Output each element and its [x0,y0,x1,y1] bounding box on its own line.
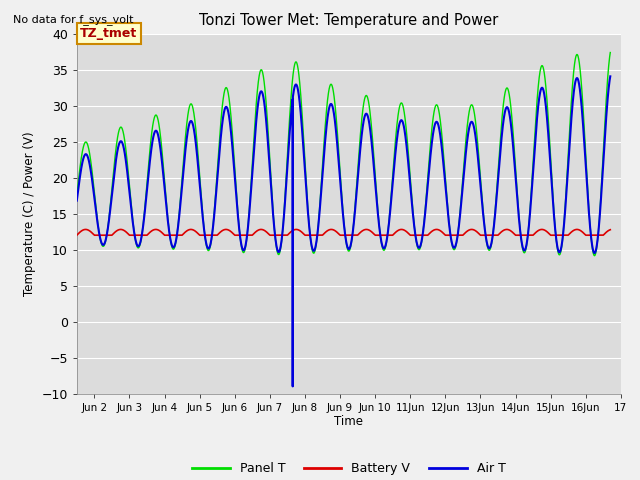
Text: TZ_tmet: TZ_tmet [80,27,138,40]
X-axis label: Time: Time [334,415,364,429]
Text: No data for f_sys_volt: No data for f_sys_volt [13,14,133,25]
Title: Tonzi Tower Met: Temperature and Power: Tonzi Tower Met: Temperature and Power [199,13,499,28]
Y-axis label: Temperature (C) / Power (V): Temperature (C) / Power (V) [23,132,36,296]
Legend: Panel T, Battery V, Air T: Panel T, Battery V, Air T [187,457,511,480]
